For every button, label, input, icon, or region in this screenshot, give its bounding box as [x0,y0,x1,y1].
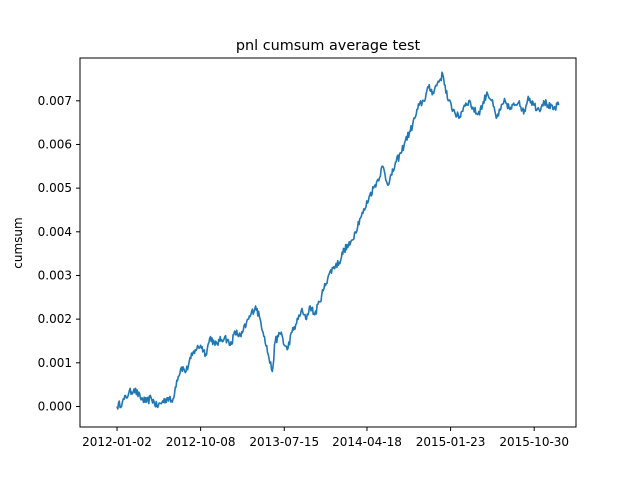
y-tick-label: 0.004 [38,225,72,239]
y-tick-label: 0.002 [38,312,72,326]
y-tick-label: 0.001 [38,356,72,370]
x-tick-label: 2012-01-02 [82,435,152,449]
x-tick-label: 2015-10-30 [499,435,569,449]
y-tick-label: 0.000 [38,399,72,413]
y-tick-label: 0.005 [38,181,72,195]
y-tick-label: 0.007 [38,94,72,108]
x-tick-label: 2013-07-15 [249,435,319,449]
x-tick-label: 2014-04-18 [332,435,402,449]
y-tick-label: 0.003 [38,268,72,282]
chart-title: pnl cumsum average test [236,38,421,54]
x-tick-label: 2012-10-08 [166,435,236,449]
y-axis-label: cumsum [11,217,25,268]
y-tick-label: 0.006 [38,137,72,151]
x-tick-label: 2015-01-23 [416,435,486,449]
